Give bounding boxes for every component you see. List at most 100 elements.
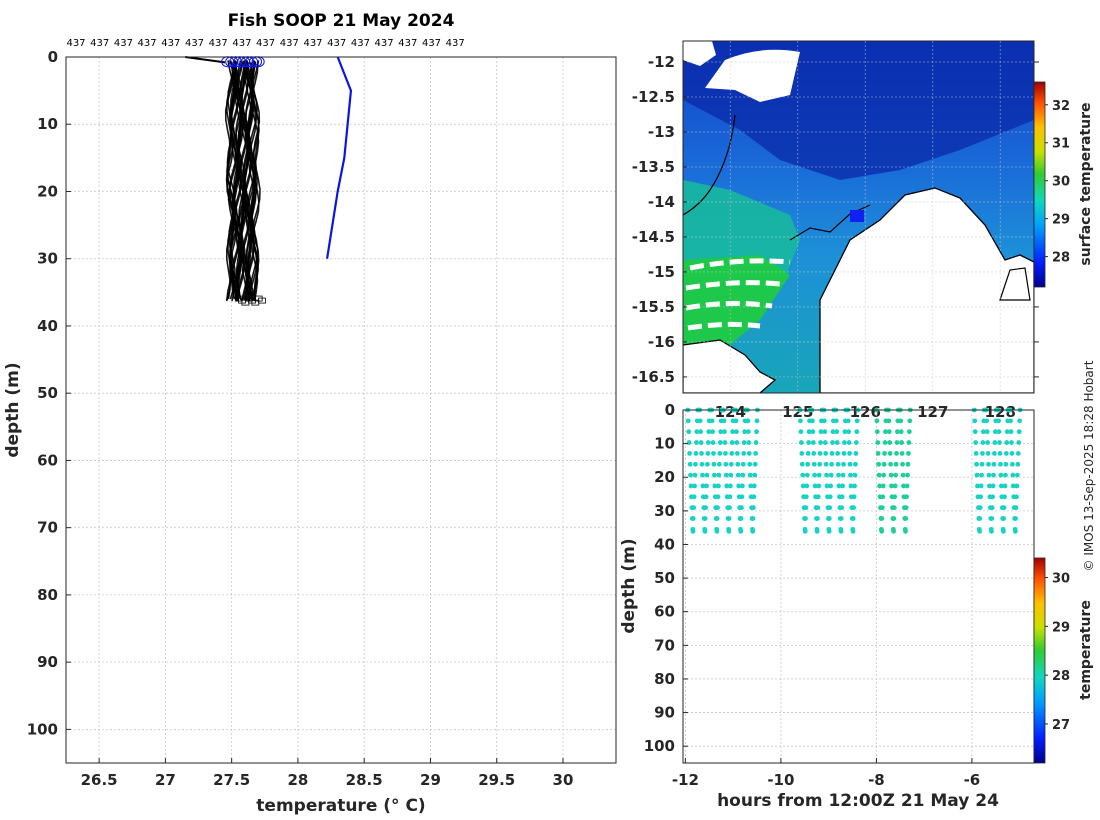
credit-text: © IMOS 13-Sep-2025 18:28 Hobart bbox=[1082, 360, 1096, 571]
dive-sample-point bbox=[821, 418, 827, 424]
dive-sample-point bbox=[691, 494, 697, 500]
dive-sample-point bbox=[810, 429, 816, 435]
dive-sample-point bbox=[978, 494, 984, 500]
map-y-tick-label: -12 bbox=[648, 53, 675, 71]
dive-sample-point bbox=[854, 429, 860, 435]
map-ticks: -12 -12.5 -13 -13.5 -14 -14.5 -15 -15.5 -16 -16.5… bbox=[632, 41, 1039, 421]
x-tick-label: 27.5 bbox=[213, 771, 250, 789]
dive-sample-point bbox=[811, 450, 817, 456]
coastline-west bbox=[683, 114, 736, 216]
dive-sample-point bbox=[887, 450, 893, 456]
dive-sample-point bbox=[1001, 516, 1007, 521]
dive-sample-point bbox=[851, 505, 857, 511]
cloud-gap-stripes bbox=[685, 258, 791, 331]
dive-sample-point bbox=[841, 450, 847, 456]
top-annotation-value: 437 bbox=[66, 38, 85, 49]
dive-sample-point bbox=[734, 429, 739, 435]
dive-sample-point bbox=[998, 483, 1004, 489]
dive-sample-point bbox=[845, 418, 851, 424]
dive-sample-point bbox=[903, 516, 909, 521]
dive-sample-point bbox=[828, 472, 834, 478]
dive-sample-point bbox=[711, 472, 717, 478]
dive-sample-point bbox=[900, 461, 905, 467]
map-x-tick-label: 125 bbox=[782, 403, 813, 421]
y-tick-label: 20 bbox=[37, 182, 58, 200]
dive-sample-point bbox=[724, 483, 730, 489]
dive-sample-point bbox=[893, 472, 899, 478]
dive-sample-point bbox=[752, 472, 758, 478]
dive-sample-point bbox=[726, 516, 732, 521]
dive-sample-point bbox=[992, 450, 997, 456]
top-annotation-value: 437 bbox=[90, 38, 109, 49]
dive-sample-point bbox=[992, 440, 998, 445]
dive-sample-point bbox=[852, 472, 858, 478]
dive-sample-point bbox=[1014, 494, 1019, 500]
dive-sample-point bbox=[804, 472, 810, 478]
chart-title: Fish SOOP 21 May 2024 bbox=[228, 11, 455, 31]
dive-sample-point bbox=[977, 505, 983, 511]
dive-sample-point bbox=[746, 440, 752, 445]
dive-sample-point bbox=[984, 429, 990, 435]
y-tick-label: 80 bbox=[37, 586, 58, 604]
dive-y-tick-label: 80 bbox=[654, 670, 675, 688]
dive-sample-point bbox=[721, 418, 727, 424]
profile-y-label: depth (m) bbox=[3, 362, 23, 457]
dive-sample-point bbox=[830, 429, 836, 435]
sst-colorbar-label: surface temperature bbox=[1078, 102, 1094, 265]
dive-sample-point bbox=[846, 429, 852, 435]
top-annotation-value: 437 bbox=[232, 38, 251, 49]
dive-sample-point bbox=[691, 505, 697, 511]
dive-sample-point bbox=[727, 494, 733, 500]
dive-sample-point bbox=[709, 418, 715, 424]
dive-bottom-point bbox=[714, 528, 720, 534]
temperature-colorbar-tick-label: 29 bbox=[1052, 620, 1070, 635]
y-tick-label: 60 bbox=[37, 451, 58, 469]
dive-sample-point bbox=[901, 483, 906, 489]
dive-sample-point bbox=[703, 505, 709, 511]
dive-sample-point bbox=[704, 483, 709, 489]
dive-sample-point bbox=[893, 461, 899, 467]
dive-sample-point bbox=[998, 472, 1004, 478]
dive-sample-point bbox=[816, 483, 822, 489]
dive-sample-point bbox=[816, 472, 822, 478]
dive-bottom-point bbox=[850, 528, 856, 534]
dive-sample-point bbox=[687, 461, 693, 467]
map-y-tick-label: -12.5 bbox=[632, 88, 675, 106]
x-tick-label: 26.5 bbox=[81, 771, 118, 789]
dive-sample-point bbox=[799, 450, 805, 456]
top-annotation-value: 437 bbox=[398, 38, 417, 49]
dive-sample-point bbox=[711, 461, 717, 467]
dive-x-label: hours from 12:00Z 21 May 24 bbox=[717, 791, 999, 811]
dive-sample-point bbox=[977, 516, 983, 521]
dive-sample-point bbox=[800, 483, 806, 489]
dive-sample-point bbox=[688, 483, 694, 489]
dive-sample-point bbox=[829, 461, 834, 467]
dive-sample-point bbox=[739, 505, 744, 511]
dive-sample-point bbox=[905, 472, 910, 478]
x-tick-label: 28.5 bbox=[346, 771, 383, 789]
dive-sample-point bbox=[899, 440, 905, 445]
temperature-colorbar-tick-label: 27 bbox=[1052, 718, 1070, 733]
dive-sample-point bbox=[1009, 450, 1015, 456]
dive-sample-point bbox=[697, 418, 703, 424]
dive-bottom-point bbox=[838, 528, 844, 534]
dive-sample-point bbox=[805, 450, 811, 456]
temperature-profile-line bbox=[236, 60, 246, 300]
dive-sample-point bbox=[992, 429, 998, 435]
dive-sample-point bbox=[686, 440, 692, 445]
dive-sample-point bbox=[991, 461, 997, 467]
dive-sample-point bbox=[888, 461, 894, 467]
dive-sample-point bbox=[815, 494, 821, 500]
dive-sample-point bbox=[1009, 461, 1015, 467]
dive-sample-point bbox=[716, 461, 722, 467]
dive-y-tick-label: 50 bbox=[654, 569, 675, 587]
x-tick-label: 27 bbox=[155, 771, 176, 789]
reference-temperature-line bbox=[325, 56, 353, 259]
dive-sample-point bbox=[972, 418, 978, 424]
y-tick-label: 10 bbox=[37, 115, 58, 133]
dive-sample-point bbox=[990, 483, 996, 489]
dive-sample-point bbox=[876, 461, 882, 467]
dive-sample-point bbox=[834, 440, 840, 445]
dive-sample-point bbox=[996, 418, 1002, 424]
